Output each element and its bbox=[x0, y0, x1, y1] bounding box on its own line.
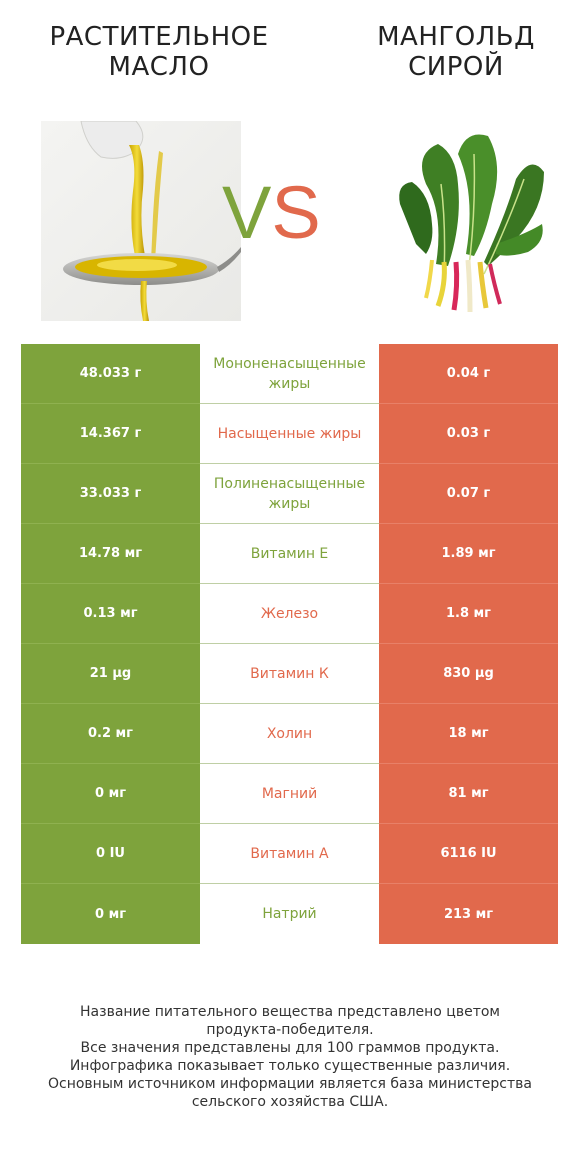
table-row: 14.78 мг Витамин E 1.89 мг bbox=[21, 524, 558, 584]
right-value: 1.8 мг bbox=[379, 584, 558, 644]
table-row: 48.033 г Мононенасыщенные жиры 0.04 г bbox=[21, 344, 558, 404]
left-product-title: РАСТИТЕЛЬНОЕ МАСЛО bbox=[44, 22, 274, 82]
nutrient-label: Мононенасыщенные жиры bbox=[200, 344, 379, 404]
right-product-title: МАНГОЛЬД СИРОЙ bbox=[356, 22, 556, 82]
left-value: 0.2 мг bbox=[21, 704, 200, 764]
versus-s: S bbox=[271, 171, 321, 254]
left-value: 0.13 мг bbox=[21, 584, 200, 644]
table-row: 0 мг Магний 81 мг bbox=[21, 764, 558, 824]
table-row: 0.2 мг Холин 18 мг bbox=[21, 704, 558, 764]
footer-note: Название питательного вещества представл… bbox=[20, 1003, 560, 1111]
versus-label: VS bbox=[222, 168, 321, 258]
nutrient-label: Натрий bbox=[200, 884, 379, 944]
right-value: 81 мг bbox=[379, 764, 558, 824]
nutrient-label: Железо bbox=[200, 584, 379, 644]
footer-line: продукта-победителя. bbox=[206, 1022, 374, 1038]
left-title-line-1: РАСТИТЕЛЬНОЕ bbox=[49, 22, 269, 52]
table-row: 33.033 г Полиненасыщенные жиры 0.07 г bbox=[21, 464, 558, 524]
comparison-table: 48.033 г Мононенасыщенные жиры 0.04 г 14… bbox=[21, 344, 558, 944]
left-value: 0 мг bbox=[21, 884, 200, 944]
footer-line: Название питательного вещества представл… bbox=[80, 1004, 500, 1020]
left-value: 14.78 мг bbox=[21, 524, 200, 584]
nutrient-label: Витамин E bbox=[200, 524, 379, 584]
nutrient-label: Холин bbox=[200, 704, 379, 764]
left-value: 21 µg bbox=[21, 644, 200, 704]
right-value: 6116 IU bbox=[379, 824, 558, 884]
footer-line: сельского хозяйства США. bbox=[191, 1094, 389, 1110]
table-row: 21 µg Витамин К 830 µg bbox=[21, 644, 558, 704]
right-value: 830 µg bbox=[379, 644, 558, 704]
left-value: 33.033 г bbox=[21, 464, 200, 524]
left-value: 0 IU bbox=[21, 824, 200, 884]
table-row: 0 мг Натрий 213 мг bbox=[21, 884, 558, 944]
versus-v: V bbox=[222, 171, 272, 254]
table-row: 0 IU Витамин A 6116 IU bbox=[21, 824, 558, 884]
chard-leaves-image bbox=[399, 134, 544, 313]
footer-line: Основным источником информации является … bbox=[48, 1076, 532, 1092]
right-value: 213 мг bbox=[379, 884, 558, 944]
right-title-line-1: МАНГОЛЬД bbox=[377, 22, 535, 52]
left-value: 0 мг bbox=[21, 764, 200, 824]
right-value: 0.03 г bbox=[379, 404, 558, 464]
right-value: 0.04 г bbox=[379, 344, 558, 404]
right-value: 0.07 г bbox=[379, 464, 558, 524]
left-title-line-2: МАСЛО bbox=[108, 52, 210, 82]
nutrient-label: Насыщенные жиры bbox=[200, 404, 379, 464]
table-row: 0.13 мг Железо 1.8 мг bbox=[21, 584, 558, 644]
right-title-line-2: СИРОЙ bbox=[408, 52, 504, 82]
right-value: 1.89 мг bbox=[379, 524, 558, 584]
footer-line: Инфографика показывает только существенн… bbox=[69, 1058, 511, 1074]
nutrient-label: Витамин A bbox=[200, 824, 379, 884]
right-value: 18 мг bbox=[379, 704, 558, 764]
oil-pouring-on-spoon-image bbox=[41, 121, 241, 321]
left-value: 14.367 г bbox=[21, 404, 200, 464]
footer-line: Все значения представлены для 100 граммо… bbox=[80, 1040, 500, 1056]
table-row: 14.367 г Насыщенные жиры 0.03 г bbox=[21, 404, 558, 464]
nutrient-label: Витамин К bbox=[200, 644, 379, 704]
left-value: 48.033 г bbox=[21, 344, 200, 404]
nutrient-label: Полиненасыщенные жиры bbox=[200, 464, 379, 524]
nutrient-label: Магний bbox=[200, 764, 379, 824]
